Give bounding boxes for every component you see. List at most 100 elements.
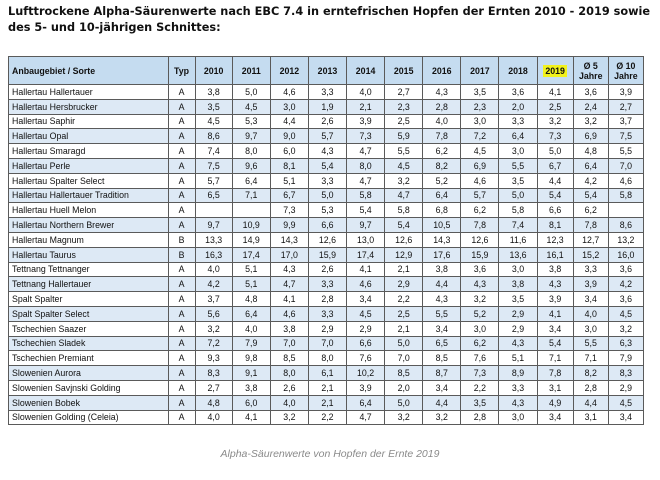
header-year-2015: 2015 bbox=[384, 56, 424, 85]
value-cell: 3,9 bbox=[536, 291, 574, 307]
value-cell: 4,5 bbox=[194, 113, 233, 130]
value-cell: 3,9 bbox=[346, 379, 386, 396]
type-cell: A bbox=[167, 394, 196, 411]
alpha-acid-table-wrapper: Anbaugebiet / Sorte Typ 2010 2011 2012 2… bbox=[8, 56, 645, 426]
value-cell: 5,4 bbox=[536, 335, 574, 352]
table-row: Tschechien Premiant A 9,3 9,8 8,5 8,0 7,6 7,0 8,… bbox=[8, 350, 645, 367]
header-avg-5-years: Ø 5 Jahre bbox=[572, 56, 609, 85]
value-cell: 7,4 bbox=[498, 217, 538, 233]
value-cell: 2,1 bbox=[346, 98, 386, 115]
value-cell: 5,4 bbox=[572, 187, 609, 204]
value-cell: 7,3 bbox=[460, 365, 500, 381]
table-row: Hallertau Hallertauer A 3,8 5,0 4,6 3,3 4,0 2,7… bbox=[8, 84, 645, 100]
value-cell: 17,6 bbox=[422, 246, 462, 263]
value-cell: 2,8 bbox=[307, 291, 348, 307]
variety-name-cell: Tschechien Saazer bbox=[8, 320, 169, 337]
value-cell: 2,8 bbox=[460, 409, 500, 426]
value-cell: 9,0 bbox=[269, 128, 309, 145]
variety-name-cell: Slowenien Golding (Celeia) bbox=[8, 409, 169, 426]
value-cell: 16,0 bbox=[607, 246, 645, 263]
value-cell: 4,3 bbox=[422, 291, 462, 307]
variety-name-cell: Hallertau Opal bbox=[8, 128, 169, 145]
value-cell: 4,0 bbox=[572, 305, 609, 322]
value-cell: 8,7 bbox=[422, 365, 462, 381]
value-cell: 2,9 bbox=[346, 320, 386, 337]
value-cell: 3,3 bbox=[498, 113, 538, 130]
value-cell: 3,0 bbox=[498, 261, 538, 278]
value-cell: 3,4 bbox=[422, 320, 462, 337]
value-cell: 8,5 bbox=[384, 365, 424, 381]
header-avg-10-line2: Jahre bbox=[614, 70, 638, 81]
header-year-2019-label: 2019 bbox=[543, 64, 567, 77]
value-cell: 9,7 bbox=[346, 217, 386, 233]
value-cell: 5,1 bbox=[231, 261, 271, 278]
value-cell: 3,0 bbox=[498, 409, 538, 426]
value-cell: 5,1 bbox=[269, 172, 309, 189]
value-cell: 4,0 bbox=[194, 409, 233, 426]
value-cell: 5,5 bbox=[572, 335, 609, 352]
table-row: Hallertau Taurus B 16,3 17,4 17,0 15,9 17,4 12,… bbox=[8, 246, 645, 263]
value-cell: 5,8 bbox=[498, 202, 538, 219]
value-cell: 8,0 bbox=[231, 143, 271, 159]
value-cell: 5,0 bbox=[384, 394, 424, 411]
type-cell: A bbox=[167, 261, 196, 278]
value-cell: 10,2 bbox=[346, 365, 386, 381]
value-cell: 8,1 bbox=[269, 157, 309, 174]
value-cell: 2,2 bbox=[384, 291, 424, 307]
value-cell: 3,0 bbox=[572, 320, 609, 337]
value-cell: 3,4 bbox=[422, 379, 462, 396]
value-cell: 9,3 bbox=[194, 350, 233, 367]
value-cell: 5,2 bbox=[422, 172, 462, 189]
value-cell: 3,6 bbox=[460, 261, 500, 278]
variety-name-cell: Hallertau Hersbrucker bbox=[8, 98, 169, 115]
value-cell bbox=[194, 202, 233, 219]
header-year-2016: 2016 bbox=[422, 56, 462, 85]
value-cell: 14,3 bbox=[422, 231, 462, 248]
table-caption: Alpha-Säurenwerte von Hopfen der Ernte 2… bbox=[220, 448, 440, 460]
value-cell: 12,7 bbox=[572, 231, 609, 248]
value-cell: 4,1 bbox=[536, 305, 574, 322]
variety-name-cell: Tettnang Hallertauer bbox=[8, 276, 169, 293]
type-cell: A bbox=[167, 98, 196, 115]
value-cell: 3,8 bbox=[269, 320, 309, 337]
value-cell: 6,2 bbox=[460, 202, 500, 219]
value-cell: 10,5 bbox=[422, 217, 462, 233]
value-cell: 7,8 bbox=[572, 217, 609, 233]
value-cell: 8,9 bbox=[498, 365, 538, 381]
header-avg-5-line2: Jahre bbox=[578, 70, 603, 81]
value-cell: 5,5 bbox=[384, 143, 424, 159]
value-cell: 4,5 bbox=[607, 394, 645, 411]
value-cell: 7,1 bbox=[536, 350, 574, 367]
type-cell: A bbox=[167, 305, 196, 322]
value-cell: 4,4 bbox=[269, 113, 309, 130]
value-cell: 2,7 bbox=[384, 84, 424, 100]
value-cell: 13,0 bbox=[346, 231, 386, 248]
value-cell: 6,4 bbox=[231, 172, 271, 189]
value-cell: 4,7 bbox=[346, 172, 386, 189]
value-cell: 7,9 bbox=[607, 350, 645, 367]
value-cell: 3,9 bbox=[607, 84, 645, 100]
header-avg-10-line1: Ø 10 bbox=[616, 60, 636, 71]
value-cell: 15,2 bbox=[572, 246, 609, 263]
value-cell: 15,9 bbox=[307, 246, 348, 263]
value-cell: 6,5 bbox=[422, 335, 462, 352]
value-cell: 4,1 bbox=[269, 291, 309, 307]
value-cell: 7,3 bbox=[269, 202, 309, 219]
value-cell: 6,7 bbox=[269, 187, 309, 204]
value-cell: 17,0 bbox=[269, 246, 309, 263]
variety-name-cell: Tschechien Premiant bbox=[8, 350, 169, 367]
value-cell: 8,0 bbox=[307, 350, 348, 367]
value-cell bbox=[231, 202, 271, 219]
value-cell: 6,7 bbox=[536, 157, 574, 174]
value-cell: 6,1 bbox=[307, 365, 348, 381]
value-cell: 9,6 bbox=[231, 157, 271, 174]
value-cell: 3,6 bbox=[607, 291, 645, 307]
value-cell: 6,2 bbox=[422, 143, 462, 159]
value-cell: 3,2 bbox=[572, 113, 609, 130]
value-cell: 3,1 bbox=[536, 379, 574, 396]
value-cell: 3,3 bbox=[307, 305, 348, 322]
table-row: Slowenien Aurora A 8,3 9,1 8,0 6,1 10,2 8,5 8,7 7… bbox=[8, 365, 645, 381]
header-year-2013: 2013 bbox=[307, 56, 348, 85]
value-cell: 4,4 bbox=[536, 172, 574, 189]
value-cell: 4,7 bbox=[346, 409, 386, 426]
